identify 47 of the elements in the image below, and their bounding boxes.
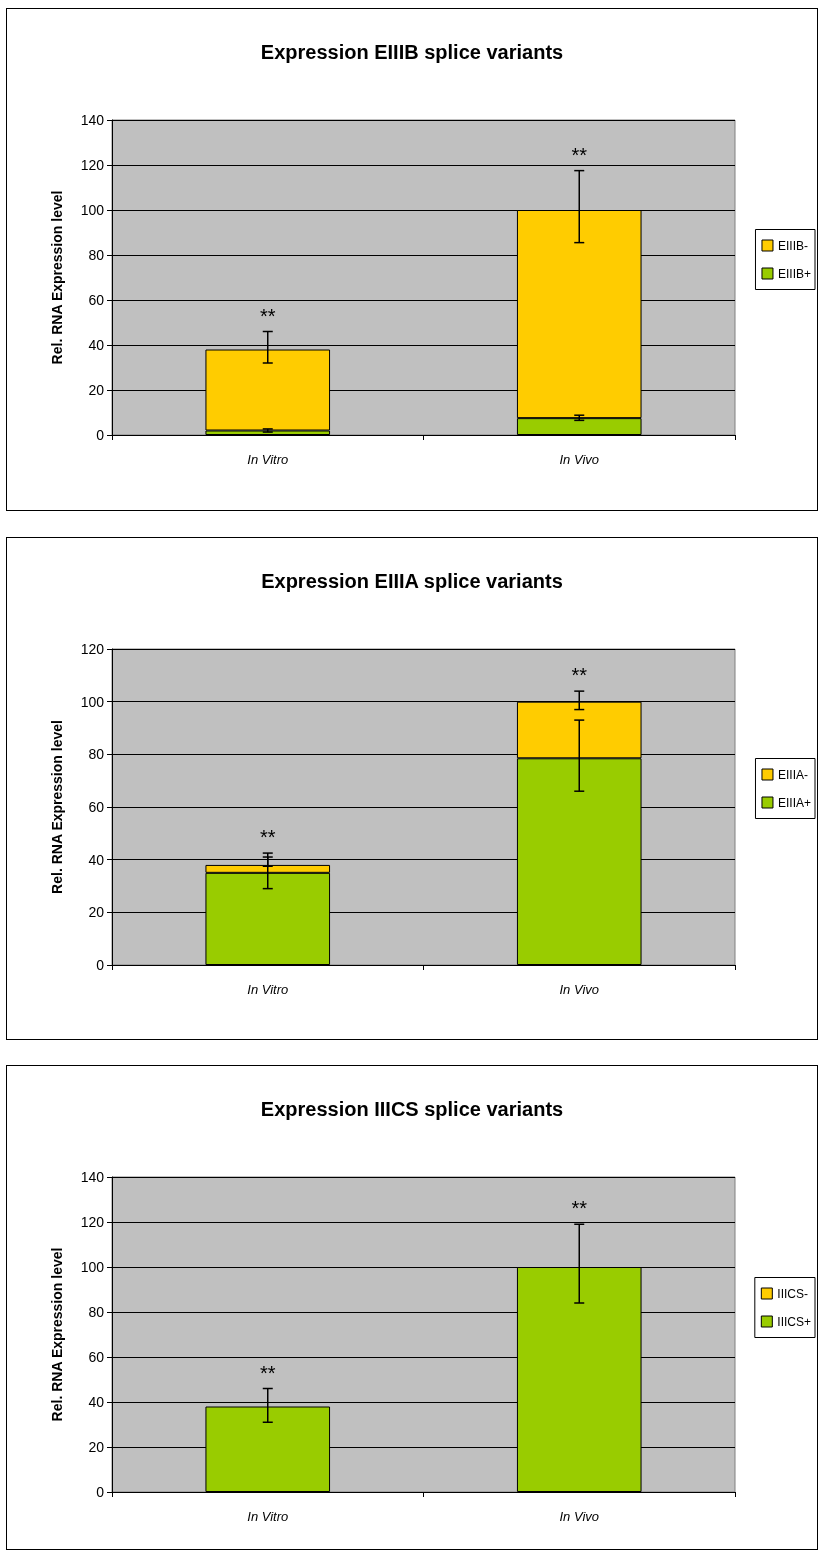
y-tick-label: 20: [88, 382, 105, 398]
y-tick-label: 140: [80, 1169, 105, 1185]
annotation: **: [571, 1197, 588, 1220]
y-tick-label: 120: [80, 157, 105, 173]
x-tick-label: In Vitro: [247, 452, 289, 467]
y-tick-label: 100: [80, 202, 105, 218]
y-tick-label: 80: [88, 746, 105, 763]
legend-label: EIIIA+: [777, 795, 812, 810]
y-axis-title: Rel. RNA Expression level: [49, 190, 65, 365]
legend-label: IIICS-: [777, 1286, 808, 1301]
y-tick-label: 0: [96, 1484, 105, 1500]
y-axis-title: Rel. RNA Expression level: [49, 720, 65, 894]
y-tick-label: 80: [88, 247, 105, 263]
y-tick-label: 80: [88, 1304, 105, 1320]
x-tick-label: In Vivo: [559, 452, 600, 467]
y-tick-label: 20: [88, 1439, 105, 1455]
y-tick-label: 100: [80, 693, 105, 710]
y-tick-label: 60: [88, 1349, 105, 1365]
y-tick-label: 60: [88, 799, 105, 815]
y-axis-title: Rel. RNA Expression level: [49, 1247, 65, 1422]
annotation: **: [259, 826, 276, 849]
y-tick-label: 0: [96, 957, 105, 973]
annotation: **: [571, 664, 588, 687]
legend-label: IIICS+: [777, 1314, 812, 1329]
y-tick-label: 120: [80, 1214, 105, 1230]
legend-label: EIIIB-: [777, 238, 808, 253]
y-tick-label: 40: [88, 337, 105, 353]
y-tick-label: 60: [88, 292, 105, 308]
x-tick-label: In Vivo: [559, 1509, 600, 1524]
chart-title: Expression EIIIB splice variants: [260, 41, 564, 63]
y-tick-label: 40: [88, 1394, 105, 1410]
annotation: **: [259, 1361, 276, 1384]
y-tick-label: 0: [96, 427, 105, 443]
x-tick-label: In Vitro: [247, 1509, 289, 1524]
chart-title: Expression EIIIA splice variants: [261, 570, 563, 592]
y-tick-label: 20: [88, 904, 105, 921]
y-tick-label: 100: [80, 1259, 105, 1275]
annotation: **: [259, 304, 276, 327]
y-tick-label: 40: [88, 851, 105, 868]
y-tick-label: 120: [80, 641, 105, 657]
chart-title: Expression IIICS splice variants: [260, 1098, 564, 1120]
y-tick-label: 140: [80, 112, 105, 128]
legend-label: EIIIB+: [777, 266, 812, 281]
x-tick-label: In Vitro: [247, 982, 289, 997]
annotation: **: [571, 143, 588, 166]
x-tick-label: In Vivo: [559, 982, 600, 997]
legend-label: EIIIA-: [777, 767, 808, 782]
